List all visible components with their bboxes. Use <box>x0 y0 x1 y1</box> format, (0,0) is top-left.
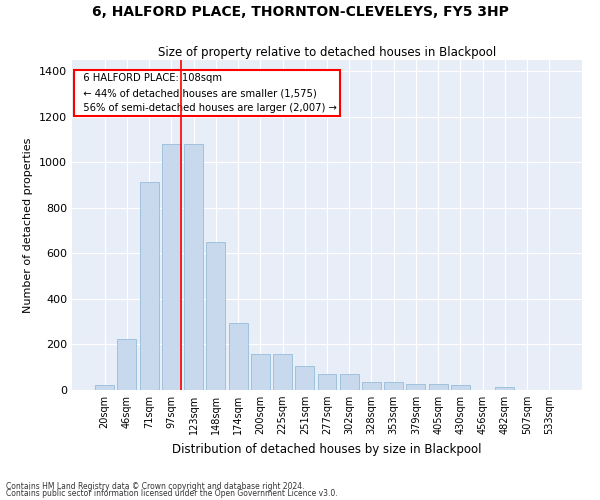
Bar <box>273 354 292 390</box>
Bar <box>206 242 225 390</box>
Bar <box>496 386 514 390</box>
Bar <box>95 386 114 390</box>
Bar <box>406 384 425 390</box>
Bar <box>384 382 403 390</box>
Bar <box>451 386 470 390</box>
Bar <box>295 366 314 390</box>
Bar <box>140 182 158 390</box>
X-axis label: Distribution of detached houses by size in Blackpool: Distribution of detached houses by size … <box>172 442 482 456</box>
Bar <box>162 144 181 390</box>
Bar <box>340 374 359 390</box>
Text: Contains public sector information licensed under the Open Government Licence v3: Contains public sector information licen… <box>6 489 338 498</box>
Text: 6 HALFORD PLACE: 108sqm
  ← 44% of detached houses are smaller (1,575)
  56% of : 6 HALFORD PLACE: 108sqm ← 44% of detache… <box>77 73 337 113</box>
Text: 6, HALFORD PLACE, THORNTON-CLEVELEYS, FY5 3HP: 6, HALFORD PLACE, THORNTON-CLEVELEYS, FY… <box>92 5 508 19</box>
Bar <box>251 354 270 390</box>
Title: Size of property relative to detached houses in Blackpool: Size of property relative to detached ho… <box>158 46 496 59</box>
Bar <box>317 374 337 390</box>
Bar <box>184 144 203 390</box>
Y-axis label: Number of detached properties: Number of detached properties <box>23 138 34 312</box>
Bar <box>429 384 448 390</box>
Bar <box>362 382 381 390</box>
Bar <box>229 323 248 390</box>
Bar <box>118 339 136 390</box>
Text: Contains HM Land Registry data © Crown copyright and database right 2024.: Contains HM Land Registry data © Crown c… <box>6 482 305 491</box>
